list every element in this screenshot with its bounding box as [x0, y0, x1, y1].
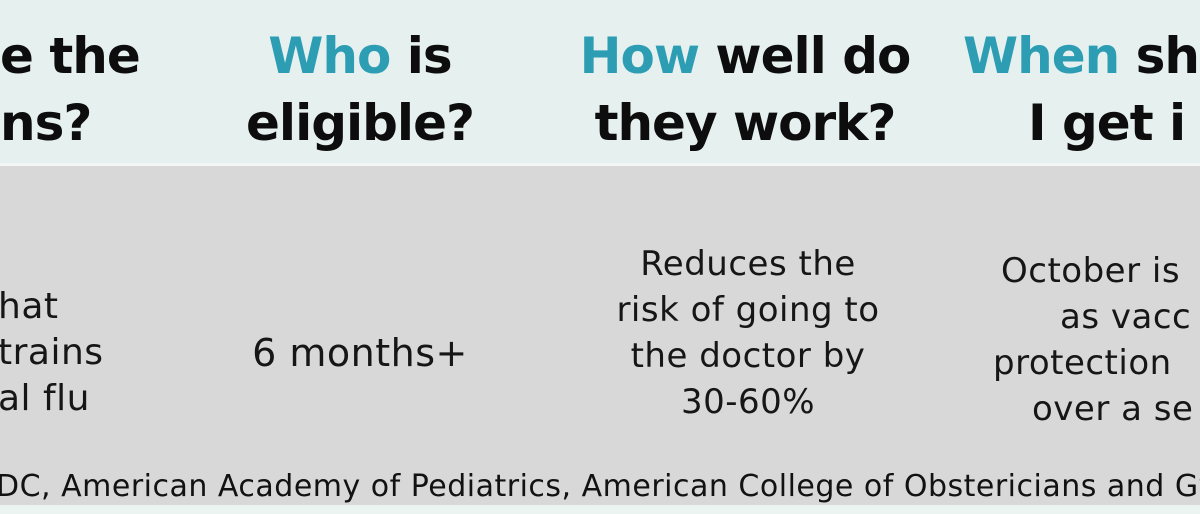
col1-header-line1: e the: [0, 27, 141, 85]
when-keyword: When: [963, 27, 1120, 85]
col4-header-line2: I get i: [1028, 94, 1186, 152]
header-band: [0, 0, 1200, 163]
col1-cell-line2: trains: [0, 332, 104, 373]
col2-header-line1-rest: is: [390, 27, 453, 85]
header-body-divider: [0, 163, 1200, 166]
col2-header-line1: Who is: [160, 31, 560, 81]
footer-strip: [0, 505, 1200, 514]
col3-cell-line3: the doctor by: [630, 336, 866, 376]
col1-header-line2: ns?: [0, 94, 92, 152]
col4-header-line1-rest: sh: [1119, 27, 1200, 85]
how-keyword: How: [579, 27, 700, 85]
body-band: [0, 166, 1200, 505]
col1-cell-line3: al flu: [0, 378, 90, 419]
col3-header: How well do they work?: [545, 0, 945, 148]
source-citation: DC, American Academy of Pediatrics, Amer…: [0, 469, 1200, 504]
col3-cell-line2: risk of going to: [616, 290, 880, 330]
col1-cell-line1: hat: [0, 286, 59, 327]
col4-cell-line2: as vacc: [1060, 297, 1192, 337]
col3-header-line2: they work?: [594, 94, 897, 152]
col4-cell-line3: protection: [993, 343, 1172, 383]
col3-cell: Reduces the risk of going to the doctor …: [548, 241, 948, 425]
col3-cell-line1: Reduces the: [640, 244, 856, 284]
col4-header-line1: When sh: [963, 31, 1200, 81]
col2-header-line2: eligible?: [246, 94, 475, 152]
who-keyword: Who: [268, 27, 391, 85]
col4-cell-line4: over a se: [1032, 389, 1194, 429]
col2-cell: 6 months+: [252, 331, 468, 375]
col3-cell-line4: 30-60%: [680, 382, 816, 422]
col3-header-line1: How well do: [545, 31, 945, 81]
col3-header-line1-rest: well do: [699, 27, 911, 85]
col2-header: Who is eligible?: [160, 0, 560, 148]
col4-cell-line1: October is: [1001, 251, 1181, 291]
